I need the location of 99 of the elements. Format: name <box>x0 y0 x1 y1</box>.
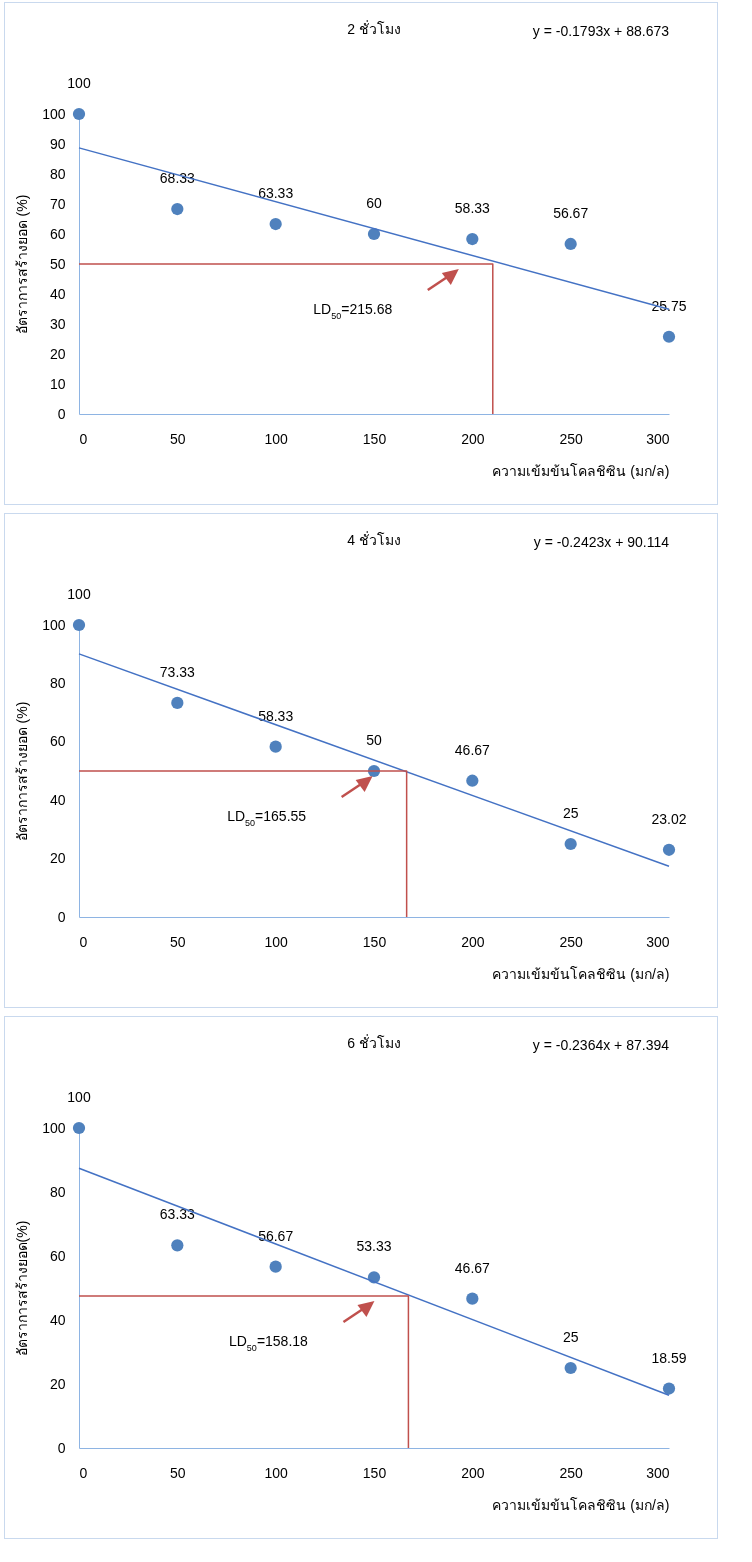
annotation: LD$_{50}$=165.55 <box>227 808 307 828</box>
point <box>269 1260 282 1273</box>
point <box>662 330 676 343</box>
x-tick-label: 300 <box>646 430 670 447</box>
y-tick-label: 100 <box>42 1119 66 1136</box>
data-label: 58.33 <box>258 707 294 724</box>
data-label: 58.33 <box>454 200 491 217</box>
data-label: 100 <box>67 1089 91 1105</box>
y-axis-title: อัตราการสร้างยอด(%) <box>14 1220 31 1357</box>
chart-title: 2 ชั่วโมง <box>347 20 401 37</box>
data-label: 46.67 <box>454 1259 491 1276</box>
annotation: LD$_{50}$=158.18 <box>228 1333 309 1353</box>
text: y = -0.2423x + 90.114 <box>533 534 670 550</box>
x-tick-label: 50 <box>170 430 186 447</box>
data-label: 100 <box>67 586 91 602</box>
data-label: 25 <box>562 1329 579 1345</box>
point <box>662 1382 676 1395</box>
data-label: 46.67 <box>454 741 491 758</box>
y-tick-label: 50 <box>49 255 66 272</box>
annotation: LD$_{50}$=215.68 <box>313 301 393 321</box>
chart-title: 4 ชั่วโมง <box>347 531 401 548</box>
point <box>269 740 282 753</box>
y-tick-label: 10 <box>49 375 66 392</box>
data-label: 68.33 <box>159 170 196 187</box>
x-axis-title: ความเข้มข้นโคลชิซิน (มก/ล) <box>492 1496 670 1513</box>
x-tick-label: 300 <box>646 1464 670 1481</box>
y-tick-label: 40 <box>49 285 66 302</box>
x-tick-label: 100 <box>264 933 289 950</box>
x-tick-label: 200 <box>461 933 485 950</box>
x-tick-label: 50 <box>170 933 186 950</box>
point <box>171 1239 184 1252</box>
x-tick-label: 150 <box>362 430 387 447</box>
y-tick-label: 20 <box>49 345 66 362</box>
x-tick-label: 200 <box>461 430 485 447</box>
y-tick-label: 100 <box>42 105 66 122</box>
data-label: 60 <box>366 195 382 211</box>
point <box>171 202 184 216</box>
x-tick-label: 250 <box>559 430 584 447</box>
y-tick-label: 30 <box>49 315 66 332</box>
x-tick-label: 250 <box>559 1464 584 1481</box>
y-tick-label: 0 <box>57 405 66 422</box>
point <box>564 1361 577 1375</box>
data-label: 50 <box>366 732 382 748</box>
x-axis-title: ความเข้มข้นโคลชิซิน (มก/ล) <box>492 965 670 982</box>
x-tick-label: 0 <box>79 933 88 950</box>
y-tick-label: 70 <box>49 195 66 212</box>
x-tick-label: 50 <box>170 1464 186 1481</box>
x-tick-label: 100 <box>264 430 289 447</box>
x-tick-label: 250 <box>559 933 584 950</box>
text: y = -0.2364x + 87.394 <box>532 1037 670 1053</box>
y-axis-title: อัตราการสร้างยอด (%) <box>14 701 31 842</box>
point <box>564 237 577 251</box>
y-tick-label: 0 <box>57 1439 66 1456</box>
data-label: 63.33 <box>159 1206 196 1223</box>
y-tick-label: 90 <box>49 135 66 152</box>
y-tick-label: 60 <box>49 225 66 242</box>
y-tick-label: 80 <box>49 165 66 182</box>
point <box>72 618 86 632</box>
data-label: 18.59 <box>651 1349 687 1366</box>
data-label: 25.75 <box>651 297 687 314</box>
x-tick-label: 200 <box>461 1464 485 1481</box>
data-label: 73.33 <box>159 663 196 680</box>
data-label: 53.33 <box>356 1238 392 1255</box>
point <box>269 217 282 231</box>
x-tick-label: 150 <box>362 933 387 950</box>
point <box>171 696 184 709</box>
point <box>72 1121 86 1135</box>
point <box>662 843 676 856</box>
data-label: 25 <box>562 805 579 821</box>
chart-title: 6 ชั่วโมง <box>347 1034 401 1051</box>
data-label: 56.67 <box>553 204 589 221</box>
y-tick-label: 80 <box>49 674 66 691</box>
point <box>564 837 577 851</box>
data-label: 63.33 <box>258 185 294 202</box>
x-tick-label: 300 <box>646 933 670 950</box>
y-tick-label: 40 <box>49 791 66 808</box>
x-tick-label: 100 <box>264 1464 289 1481</box>
y-tick-label: 100 <box>42 616 66 633</box>
y-axis-title: อัตราการสร้างยอด (%) <box>14 194 31 335</box>
y-tick-label: 80 <box>49 1183 66 1200</box>
point <box>466 232 479 246</box>
point <box>367 227 381 241</box>
data-label: 23.02 <box>651 810 687 827</box>
y-tick-label: 60 <box>49 733 66 750</box>
x-axis-title: ความเข้มข้นโคลชิซิน (มก/ล) <box>492 462 670 479</box>
x-tick-label: 0 <box>79 1464 88 1481</box>
x-tick-label: 150 <box>362 1464 387 1481</box>
data-label: 100 <box>67 75 91 91</box>
x-tick-label: 0 <box>79 430 88 447</box>
point <box>466 774 479 787</box>
y-tick-label: 20 <box>49 1375 66 1392</box>
point <box>72 107 86 121</box>
point <box>466 1292 479 1305</box>
y-tick-label: 0 <box>57 908 66 925</box>
y-tick-label: 20 <box>49 850 66 867</box>
data-label: 56.67 <box>258 1227 294 1244</box>
text: y = -0.1793x + 88.673 <box>532 23 670 39</box>
y-tick-label: 60 <box>49 1247 66 1264</box>
y-tick-label: 40 <box>49 1311 66 1328</box>
